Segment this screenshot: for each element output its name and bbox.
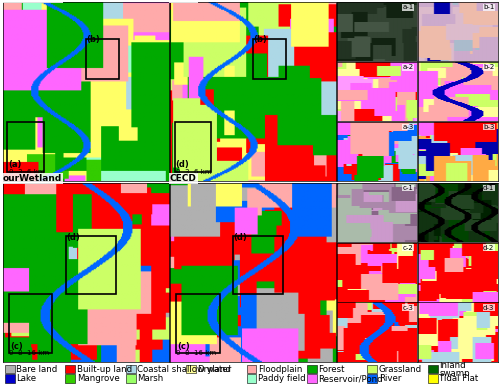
Text: (b): (b) (254, 35, 268, 44)
Bar (9, 294, 52, 353)
Bar (428, 365, 438, 373)
Text: (b): (b) (86, 35, 100, 44)
Text: ourWetland: ourWetland (2, 0, 62, 2)
Bar (246, 374, 256, 383)
Bar (253, 39, 286, 79)
Text: CECD: CECD (170, 174, 196, 183)
Text: (d): (d) (176, 160, 190, 169)
Bar (66, 374, 76, 383)
Text: Forest: Forest (318, 364, 345, 374)
Text: d-1: d-1 (483, 185, 494, 191)
Text: (a): (a) (8, 160, 22, 169)
Text: Floodplain: Floodplain (258, 364, 302, 374)
Bar (368, 374, 377, 383)
Text: 0  3  6 km: 0 3 6 km (176, 169, 212, 176)
Bar (5, 374, 15, 383)
Text: (c): (c) (177, 342, 190, 351)
Text: (d): (d) (234, 233, 247, 242)
Text: ourWetland: ourWetland (2, 174, 62, 183)
Text: Inland
swamp: Inland swamp (439, 361, 470, 378)
Text: Tidal Flat: Tidal Flat (439, 374, 478, 383)
Bar (368, 365, 377, 373)
Text: b-1: b-1 (483, 4, 494, 10)
Bar (8, 122, 44, 172)
Text: a-1: a-1 (402, 4, 413, 10)
Bar (86, 39, 119, 79)
Bar (307, 365, 317, 373)
Text: 0  3  6 km: 0 3 6 km (9, 169, 45, 176)
Text: Marsh: Marsh (137, 374, 164, 383)
Bar (233, 236, 283, 294)
Text: Bare land: Bare land (16, 364, 58, 374)
Bar (174, 122, 212, 172)
Text: a-3: a-3 (402, 124, 413, 130)
Text: Dryland: Dryland (198, 364, 232, 374)
Bar (428, 374, 438, 383)
Text: c-2: c-2 (403, 245, 413, 251)
Text: b-2: b-2 (483, 64, 494, 70)
Text: CECD: CECD (170, 0, 196, 2)
Bar (176, 294, 220, 353)
Text: (d): (d) (66, 233, 80, 242)
Bar (307, 374, 317, 383)
Text: a-2: a-2 (402, 64, 413, 70)
Text: River: River (378, 374, 401, 383)
Bar (186, 365, 196, 373)
Text: d-3: d-3 (483, 305, 494, 311)
Text: 0  8  16 km: 0 8 16 km (176, 350, 216, 356)
Bar (126, 365, 136, 373)
Text: Coastal shallow water: Coastal shallow water (137, 364, 232, 374)
Text: Paddy field: Paddy field (258, 374, 306, 383)
Bar (66, 365, 76, 373)
Text: 0  8  16 km: 0 8 16 km (9, 350, 50, 356)
Bar (246, 365, 256, 373)
Text: d-2: d-2 (483, 245, 494, 251)
Bar (126, 374, 136, 383)
Text: Lake: Lake (16, 374, 36, 383)
Bar (5, 365, 15, 373)
Text: Grassland: Grassland (378, 364, 422, 374)
Bar (66, 236, 116, 294)
Text: (c): (c) (10, 342, 22, 351)
Text: b-3: b-3 (483, 124, 494, 130)
Text: Reservoir/Pond: Reservoir/Pond (318, 374, 383, 383)
Text: Mangrove: Mangrove (77, 374, 120, 383)
Text: Built-up land: Built-up land (77, 364, 132, 374)
Text: c-3: c-3 (402, 305, 413, 311)
Text: c-1: c-1 (402, 185, 413, 191)
